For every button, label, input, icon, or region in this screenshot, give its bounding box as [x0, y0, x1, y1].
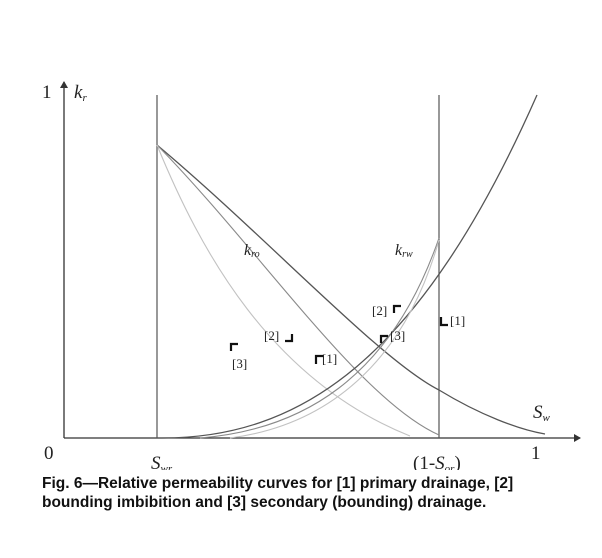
krw-curve-secondary-drainage — [229, 239, 440, 439]
marker-label-3-kro: [3] — [232, 356, 247, 371]
x-axis-label: Sw — [533, 402, 551, 424]
x-axis-label-main: S — [533, 402, 543, 423]
kro-curve-label: kro — [244, 242, 260, 260]
y-axis-label-sub: r — [82, 92, 87, 104]
sor-label-main: S — [435, 453, 445, 470]
sor-label-sub: or — [445, 463, 456, 470]
swr-label: Swr — [151, 453, 173, 470]
swr-label-sub: wr — [161, 463, 173, 470]
marker-label-1-kro: [1] — [322, 351, 337, 366]
y-axis-label-main: k — [74, 82, 83, 103]
kro-curve-bounding-imbibition — [156, 144, 440, 436]
y-axis-top-tick-label: 1 — [42, 82, 52, 103]
sor-label-prefix: (1- — [413, 453, 435, 470]
relative-permeability-diagram: 1 kr 0 1 Sw Swr (1-Sor) kro krw [1] [2] … — [42, 81, 581, 470]
marker-label-3-krw: [3] — [390, 328, 405, 343]
y-axis-label: kr — [74, 82, 87, 104]
arrow-marker-3-krw — [379, 334, 388, 343]
kro-label-sub: ro — [251, 249, 260, 260]
x-axis-right-tick-label: 1 — [531, 443, 541, 464]
swr-label-main: S — [151, 453, 161, 470]
marker-label-1-krw: [1] — [450, 313, 465, 328]
krw-curve-primary-drainage — [156, 94, 538, 439]
marker-label-2-kro: [2] — [264, 328, 279, 343]
kro-label-main: k — [244, 242, 252, 259]
arrow-marker-2-krw — [392, 304, 401, 313]
sor-label: (1-Sor) — [413, 453, 461, 470]
kro-curve-secondary-drainage — [156, 144, 411, 437]
arrow-marker-3-kro — [229, 342, 238, 351]
krw-label-sub: rw — [402, 249, 413, 260]
krw-curve-bounding-imbibition — [199, 237, 440, 439]
arrow-marker-1-kro — [314, 354, 323, 364]
figure-caption: Fig. 6—Relative permeability curves for … — [42, 475, 514, 511]
marker-label-2-krw: [2] — [372, 303, 387, 318]
sor-label-suffix: ) — [454, 453, 460, 470]
arrow-marker-1-krw — [439, 317, 448, 327]
x-axis-label-sub: w — [543, 412, 551, 424]
arrow-marker-2-kro — [285, 334, 294, 343]
origin-label: 0 — [44, 443, 54, 464]
kro-curve-primary-drainage — [156, 144, 546, 435]
krw-curve-label: krw — [395, 242, 413, 260]
krw-label-main: k — [395, 242, 403, 259]
